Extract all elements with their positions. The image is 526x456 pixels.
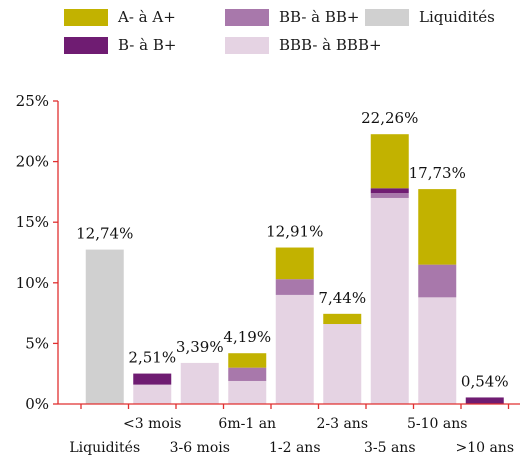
bar-total-label: 12,74% [76, 225, 133, 243]
bar-segment [85, 249, 124, 404]
x-tick-label: <3 mois [123, 416, 181, 432]
x-tick-label: 3-5 ans [364, 440, 416, 456]
bar-segment [370, 188, 409, 194]
bar-segment [275, 294, 314, 404]
legend-item-bb: BB- à BB+ [225, 6, 360, 28]
y-tick-label: 5% [25, 334, 49, 352]
y-tick-label: 25% [16, 92, 49, 110]
bar-segment [323, 324, 362, 404]
bar-total-label: 7,44% [318, 289, 366, 307]
legend-label-liquidites: Liquidités [419, 8, 495, 26]
legend-label-b: B- à B+ [118, 36, 177, 54]
legend: A- à A+ BB- à BB+ Liquidités B- à B+ BBB… [0, 0, 526, 60]
y-tick-label: 15% [16, 213, 49, 231]
bar-segment [370, 197, 409, 404]
x-tick-label: 3-6 mois [170, 440, 230, 456]
bar-total-label: 0,54% [461, 372, 509, 390]
legend-label-bbb: BBB- à BBB+ [279, 36, 382, 54]
legend-label-a: A- à A+ [118, 8, 176, 26]
y-tick-label: 10% [16, 274, 49, 292]
bar-total-label: 17,73% [409, 164, 466, 182]
bar-segment [370, 193, 409, 198]
bar-segment [418, 189, 457, 265]
legend-item-a: A- à A+ [64, 6, 176, 28]
bar-segment [275, 247, 314, 280]
bar-segment [418, 297, 457, 404]
legend-item-b: B- à B+ [64, 34, 176, 56]
bar-total-label: 4,19% [223, 328, 271, 346]
bar-segment [323, 313, 362, 325]
bar-segment [133, 384, 172, 404]
legend-swatch-bb [225, 8, 269, 26]
bar-total-label: 22,26% [361, 109, 418, 127]
x-tick-label: 5-10 ans [407, 416, 467, 432]
legend-swatch-liquidites [365, 8, 409, 26]
bar-segment [133, 373, 172, 385]
bar-segment [275, 279, 314, 295]
bar-segment [228, 380, 267, 404]
x-tick-label: >10 ans [455, 440, 514, 456]
legend-item-bbb: BBB- à BBB+ [225, 34, 382, 56]
x-tick-label: Liquidités [69, 440, 140, 456]
legend-swatch-bbb [225, 36, 269, 54]
x-tick-label: 1-2 ans [269, 440, 321, 456]
x-tick-label: 6m-1 an [218, 416, 276, 432]
y-tick-label: 0% [25, 395, 49, 413]
bar-total-label: 3,39% [176, 338, 224, 356]
bar-segment [418, 264, 457, 298]
bar-segment [180, 362, 219, 404]
bar-total-label: 2,51% [128, 349, 176, 367]
legend-item-liquidites: Liquidités [365, 6, 495, 28]
legend-swatch-a [64, 8, 108, 26]
bar-segment [370, 134, 409, 189]
y-tick-label: 20% [16, 153, 49, 171]
bar-segment [228, 367, 267, 381]
legend-swatch-b [64, 36, 108, 54]
x-tick-label: 2-3 ans [316, 416, 368, 432]
bar-segment [228, 353, 267, 368]
bar-segment [465, 397, 504, 404]
bar-total-label: 12,91% [266, 223, 323, 241]
legend-label-bb: BB- à BB+ [279, 8, 360, 26]
